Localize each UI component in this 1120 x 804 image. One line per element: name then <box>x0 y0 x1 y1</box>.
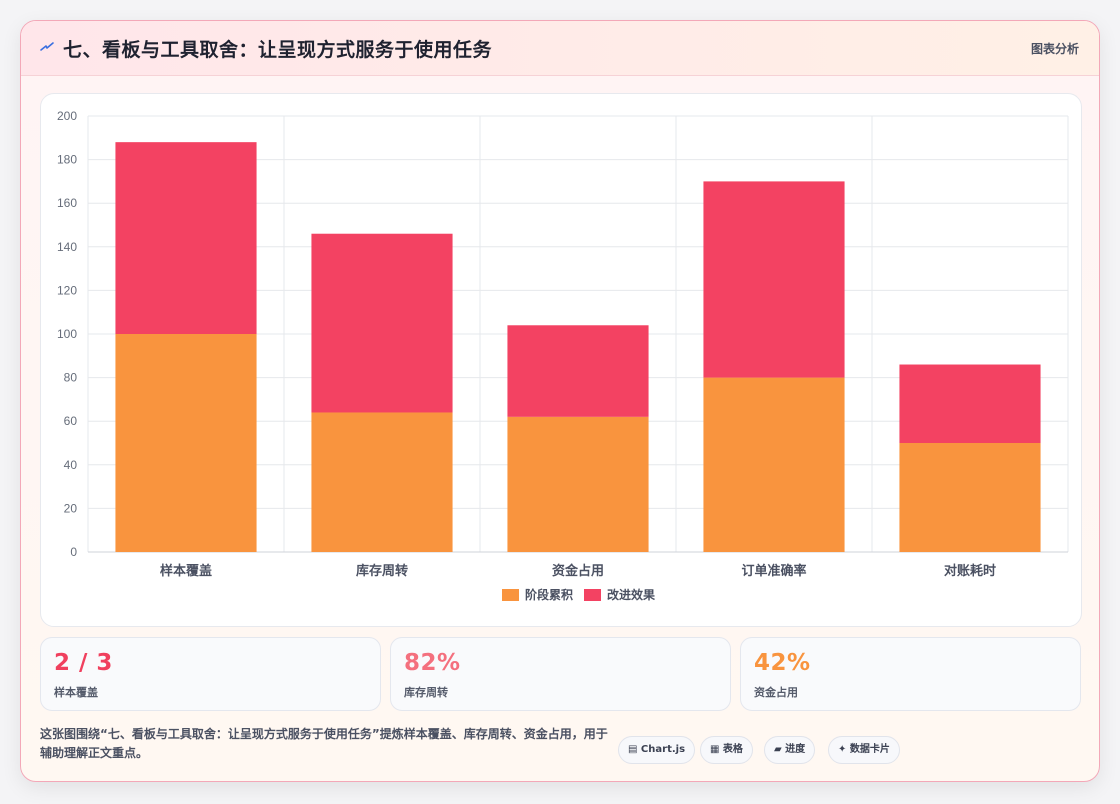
y-tick-label: 80 <box>64 371 78 385</box>
bar-improvement-effect <box>899 364 1041 443</box>
pill-progress[interactable]: ▰ 进度 <box>764 736 816 764</box>
bar-stage-accumulation <box>899 443 1041 552</box>
bar-improvement-effect <box>115 142 257 334</box>
y-tick-label: 120 <box>57 283 77 297</box>
y-tick-label: 140 <box>57 240 77 254</box>
legend-swatch <box>584 589 601 601</box>
bar-improvement-effect <box>311 233 453 413</box>
stat-cards: 2 / 3 样本覆盖 82% 库存周转 42% 资金占用 <box>40 637 1081 711</box>
chart-card: 七、看板与工具取舍：让呈现方式服务于使用任务 图表分析 0 20 40 60 80 100… <box>20 20 1100 782</box>
chart-analysis-tag: 图表分析 <box>1030 42 1079 56</box>
legend-swatch <box>502 589 519 601</box>
bar-improvement-effect <box>703 181 845 378</box>
x-tick-label: 样本覆盖 <box>160 563 212 579</box>
card-header: 七、看板与工具取舍：让呈现方式服务于使用任务 图表分析 <box>21 21 1099 76</box>
chart-container: 0 20 40 60 80 100 120 140 160 180 200 样本覆盖 库存周转 资金占用 订… <box>40 93 1082 627</box>
y-tick-label: 160 <box>57 196 77 210</box>
legend-label: 改进效果 <box>607 587 655 602</box>
chart-description: 这张图围绕“七、看板与工具取舍：让呈现方式服务于使用任务”提炼样本覆盖、库存周转… <box>40 727 608 760</box>
page-title: 七、看板与工具取舍：让呈现方式服务于使用任务 <box>63 39 493 61</box>
bar-stage-accumulation <box>703 377 845 552</box>
stat-label: 资金占用 <box>754 686 798 699</box>
legend-label: 阶段累积 <box>525 587 573 602</box>
lightning-icon <box>40 42 54 51</box>
bar-stage-accumulation <box>311 412 453 552</box>
stacked-bar-chart: 0 20 40 60 80 100 120 140 160 180 200 样本覆盖 库存周转 资金占用 订… <box>57 109 1069 602</box>
stat-card-capital-usage: 42% 资金占用 <box>740 637 1081 711</box>
pill-table[interactable]: ▦ 表格 <box>700 736 753 764</box>
bar-improvement-effect <box>507 325 649 417</box>
stat-card-inventory-turnover: 82% 库存周转 <box>390 637 731 711</box>
bar-stage-accumulation <box>507 416 649 552</box>
stat-label: 样本覆盖 <box>54 686 98 699</box>
x-tick-label: 对账耗时 <box>944 563 996 579</box>
stat-value: 2 / 3 <box>54 650 113 676</box>
stat-card-sample-coverage: 2 / 3 样本覆盖 <box>40 637 381 711</box>
y-tick-label: 200 <box>57 109 77 123</box>
stat-label: 库存周转 <box>404 686 448 699</box>
x-tick-label: 库存周转 <box>356 563 408 579</box>
x-tick-label: 订单准确率 <box>741 563 806 579</box>
y-tick-label: 180 <box>57 153 77 167</box>
y-tick-label: 0 <box>70 545 77 559</box>
y-tick-label: 60 <box>64 414 78 428</box>
y-tick-label: 100 <box>57 327 77 341</box>
stat-value: 82% <box>404 650 461 676</box>
pill-chartjs[interactable]: ▤ Chart.js <box>618 736 696 764</box>
y-tick-label: 20 <box>64 501 78 515</box>
y-tick-label: 40 <box>64 458 78 472</box>
x-tick-label: 资金占用 <box>552 563 604 579</box>
bar-stage-accumulation <box>115 334 257 552</box>
pill-data-card[interactable]: ✦ 数据卡片 <box>828 736 900 764</box>
stat-value: 42% <box>754 650 811 676</box>
